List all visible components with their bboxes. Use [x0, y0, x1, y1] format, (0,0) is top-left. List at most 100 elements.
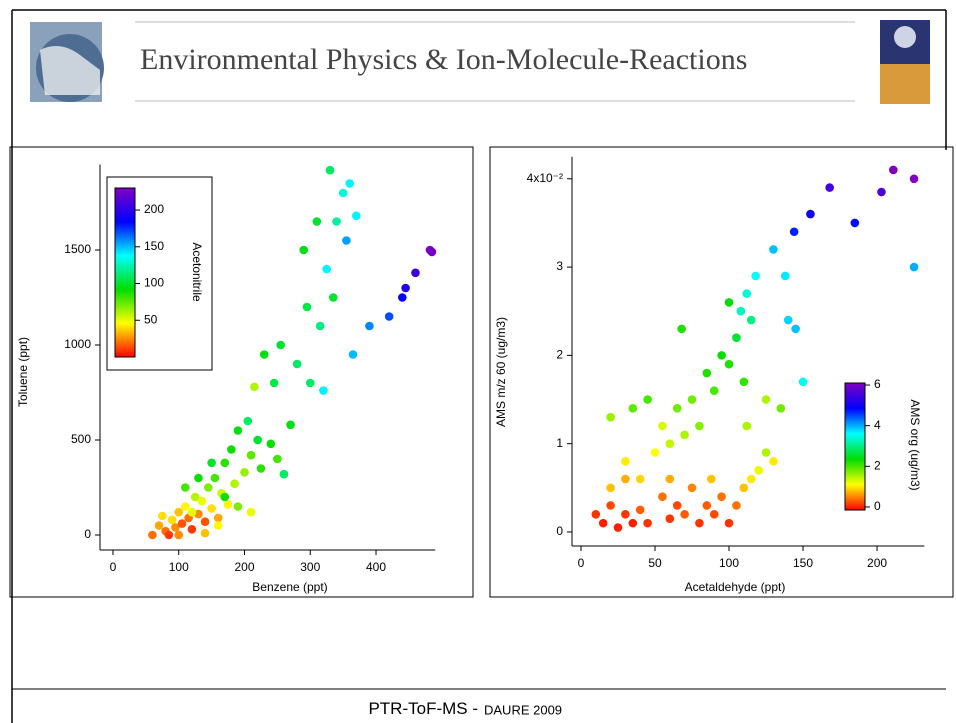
scatter-point	[739, 377, 749, 387]
scatter-point	[598, 518, 608, 528]
scatter-point	[591, 510, 601, 519]
colorbar-tick-label: 150	[144, 239, 164, 253]
scatter-point	[411, 268, 420, 278]
scatter-point	[776, 404, 786, 413]
scatter-point	[677, 324, 686, 334]
scatter-point	[204, 483, 213, 492]
scatter-point	[213, 513, 223, 523]
scatter-point	[246, 507, 256, 517]
x-tick-label: 200	[867, 556, 887, 570]
scatter-point	[243, 416, 253, 426]
scatter-point	[687, 395, 697, 404]
x-tick-label: 100	[719, 556, 739, 570]
colorbar-tick-label: 2	[874, 458, 881, 472]
scatter-point	[665, 474, 675, 484]
scatter-point	[200, 528, 210, 538]
scatter-point	[724, 518, 734, 528]
slide-title: Environmental Physics & Ion-Molecule-Rea…	[140, 43, 747, 76]
scatter-point	[717, 351, 726, 360]
scatter-point	[398, 293, 407, 302]
scatter-point	[342, 236, 351, 245]
scatter-point	[850, 218, 860, 228]
x-axis-label: Benzene (ppt)	[252, 580, 327, 594]
scatter-point	[643, 395, 652, 404]
scatter-point	[769, 457, 778, 466]
scatter-point	[742, 421, 752, 431]
scatter-point	[174, 530, 184, 540]
x-tick-label: 0	[110, 560, 117, 574]
x-tick-label: 400	[366, 560, 386, 574]
scatter-point	[791, 324, 800, 334]
scatter-point	[305, 378, 315, 388]
y-tick-label: 3	[556, 259, 563, 273]
scatter-point	[322, 264, 331, 274]
scatter-point	[194, 473, 203, 483]
scatter-point	[635, 505, 645, 515]
scatter-point	[672, 501, 682, 510]
scatter-point	[292, 359, 302, 369]
x-tick-label: 0	[578, 556, 585, 570]
scatter-point	[233, 426, 243, 435]
scatter-point	[702, 501, 712, 510]
scatter-point	[736, 306, 746, 316]
y-tick-label: 1500	[64, 242, 91, 256]
scatter-point	[724, 298, 734, 307]
scatter-point	[319, 386, 328, 395]
colorbar-tick-label: 200	[144, 202, 164, 216]
scatter-point	[706, 474, 716, 484]
scatter-point	[695, 421, 704, 431]
scatter-point	[181, 483, 190, 492]
scatter-point	[325, 165, 335, 175]
scatter-point	[401, 283, 410, 293]
scatter-point	[181, 502, 190, 511]
colorbar-tick-label: 50	[144, 312, 158, 326]
scatter-point	[233, 502, 243, 511]
scatter-point	[190, 492, 200, 502]
scatter-point	[643, 518, 652, 528]
scatter-point	[207, 504, 216, 513]
scatter-point	[365, 321, 374, 331]
y-tick-label: 2	[556, 348, 563, 362]
scatter-point	[687, 483, 697, 493]
scatter-point	[680, 510, 689, 519]
scatter-point	[256, 464, 266, 473]
university-logo	[880, 20, 930, 104]
scatter-point	[167, 515, 177, 525]
scatter-point	[250, 382, 259, 392]
scatter-point	[658, 421, 667, 431]
scatter-point	[345, 179, 355, 188]
scatter-point	[154, 521, 164, 530]
colorbar	[114, 187, 136, 358]
scatter-point	[227, 445, 236, 454]
colorbar-label: Acetonitrile	[190, 242, 204, 302]
scatter-point	[606, 501, 615, 510]
scatter-point	[724, 359, 734, 369]
scatter-point	[427, 247, 437, 257]
y-tick-label: 1	[556, 436, 563, 450]
scatter-point	[164, 530, 174, 540]
scatter-point	[213, 521, 223, 530]
scatter-point	[187, 507, 197, 517]
scatter-point	[695, 518, 704, 528]
y-axis-label: AMS m/z 60 (ug/m3)	[494, 317, 508, 427]
scatter-point	[223, 500, 233, 509]
scatter-point	[889, 165, 898, 175]
scatter-point	[783, 315, 793, 325]
footer-right: DAURE 2009	[484, 702, 562, 717]
y-tick-label: 1000	[64, 337, 91, 351]
scatter-point	[806, 209, 815, 219]
scatter-point	[658, 492, 667, 501]
scatter-point	[909, 174, 919, 184]
scatter-point	[315, 321, 325, 331]
colorbar-tick-label: 6	[874, 377, 881, 391]
scatter-point	[606, 483, 615, 493]
scatter-point	[384, 312, 394, 321]
scatter-point	[780, 271, 790, 281]
scatter-point	[709, 510, 719, 519]
scatter-point	[825, 183, 834, 192]
scatter-point	[269, 378, 279, 388]
scatter-point	[194, 509, 203, 519]
scatter-point	[220, 492, 230, 502]
scatter-point	[148, 530, 157, 540]
